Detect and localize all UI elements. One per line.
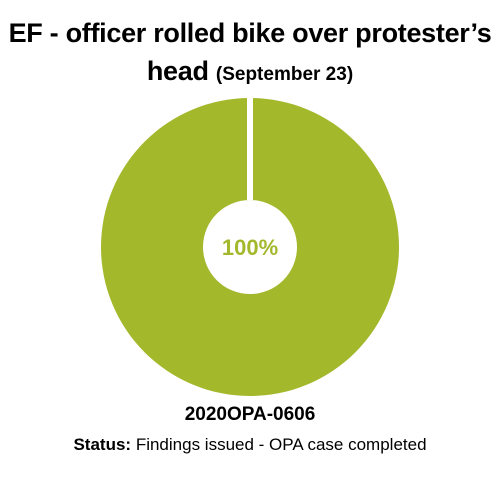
donut-center-label: 100% bbox=[222, 235, 278, 260]
chart-title-line-1: EF - officer rolled bike over protester’… bbox=[8, 18, 492, 48]
status-label: Status: bbox=[73, 435, 132, 454]
status-value: Findings issued - OPA case completed bbox=[135, 435, 427, 454]
donut-center-hole bbox=[203, 200, 297, 294]
status-line: Status: Findings issued - OPA case compl… bbox=[0, 432, 500, 458]
donut-chart: 100% bbox=[101, 95, 399, 396]
chart-title-date: (September 23) bbox=[215, 64, 354, 85]
chart-title: EF - officer rolled bike over protester’… bbox=[0, 14, 500, 94]
case-id: 2020OPA-0606 bbox=[184, 404, 316, 425]
chart-title-line-2: head (September 23) bbox=[0, 52, 500, 94]
chart-title-head: head bbox=[146, 56, 209, 86]
